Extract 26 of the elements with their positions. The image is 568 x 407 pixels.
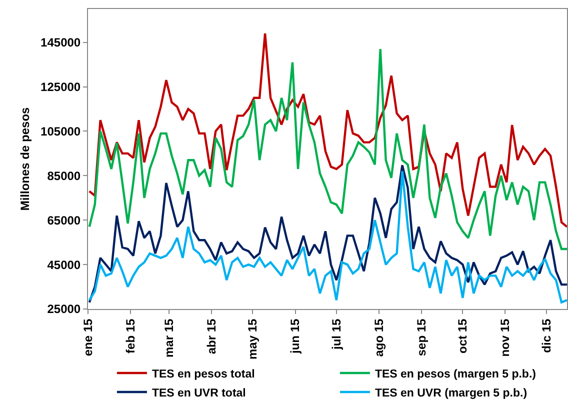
x-tick-label: ago 15 <box>372 318 386 357</box>
y-tick-label: 45000 <box>47 258 81 272</box>
legend-label: TES en pesos (margen 5 p.b.) <box>374 368 536 380</box>
x-tick-label: abr 15 <box>204 318 218 354</box>
y-axis-title: Millones de pesos <box>18 106 32 211</box>
y-tick-label: 105000 <box>40 124 81 138</box>
legend-label: TES en UVR total <box>152 387 246 400</box>
line-series <box>88 32 567 228</box>
x-tick-label: sep 15 <box>414 318 428 356</box>
y-tick-label: 65000 <box>47 213 81 228</box>
x-tick-label: mar 15 <box>162 318 176 358</box>
y-tick-label: 25000 <box>47 302 81 316</box>
legend-label: TES en pesos total <box>152 368 255 380</box>
y-tick-label: 145000 <box>40 36 81 50</box>
x-tick-label: dic 15 <box>539 318 554 353</box>
line-series <box>88 48 567 250</box>
x-tick-label: feb 15 <box>123 318 138 354</box>
y-tick-label: 85000 <box>47 168 81 183</box>
x-tick-label: ene 15 <box>80 318 95 356</box>
x-tick-label: oct 15 <box>456 318 470 354</box>
x-tick-label: jul 15 <box>329 318 344 350</box>
y-tick-label: 125000 <box>40 80 81 94</box>
x-tick-label: jun 15 <box>288 318 302 354</box>
x-tick-label: nov 15 <box>498 318 512 357</box>
x-tick-label: may 15 <box>246 318 260 360</box>
legend-label: TES en UVR (margen 5 p.b.) <box>374 387 528 400</box>
